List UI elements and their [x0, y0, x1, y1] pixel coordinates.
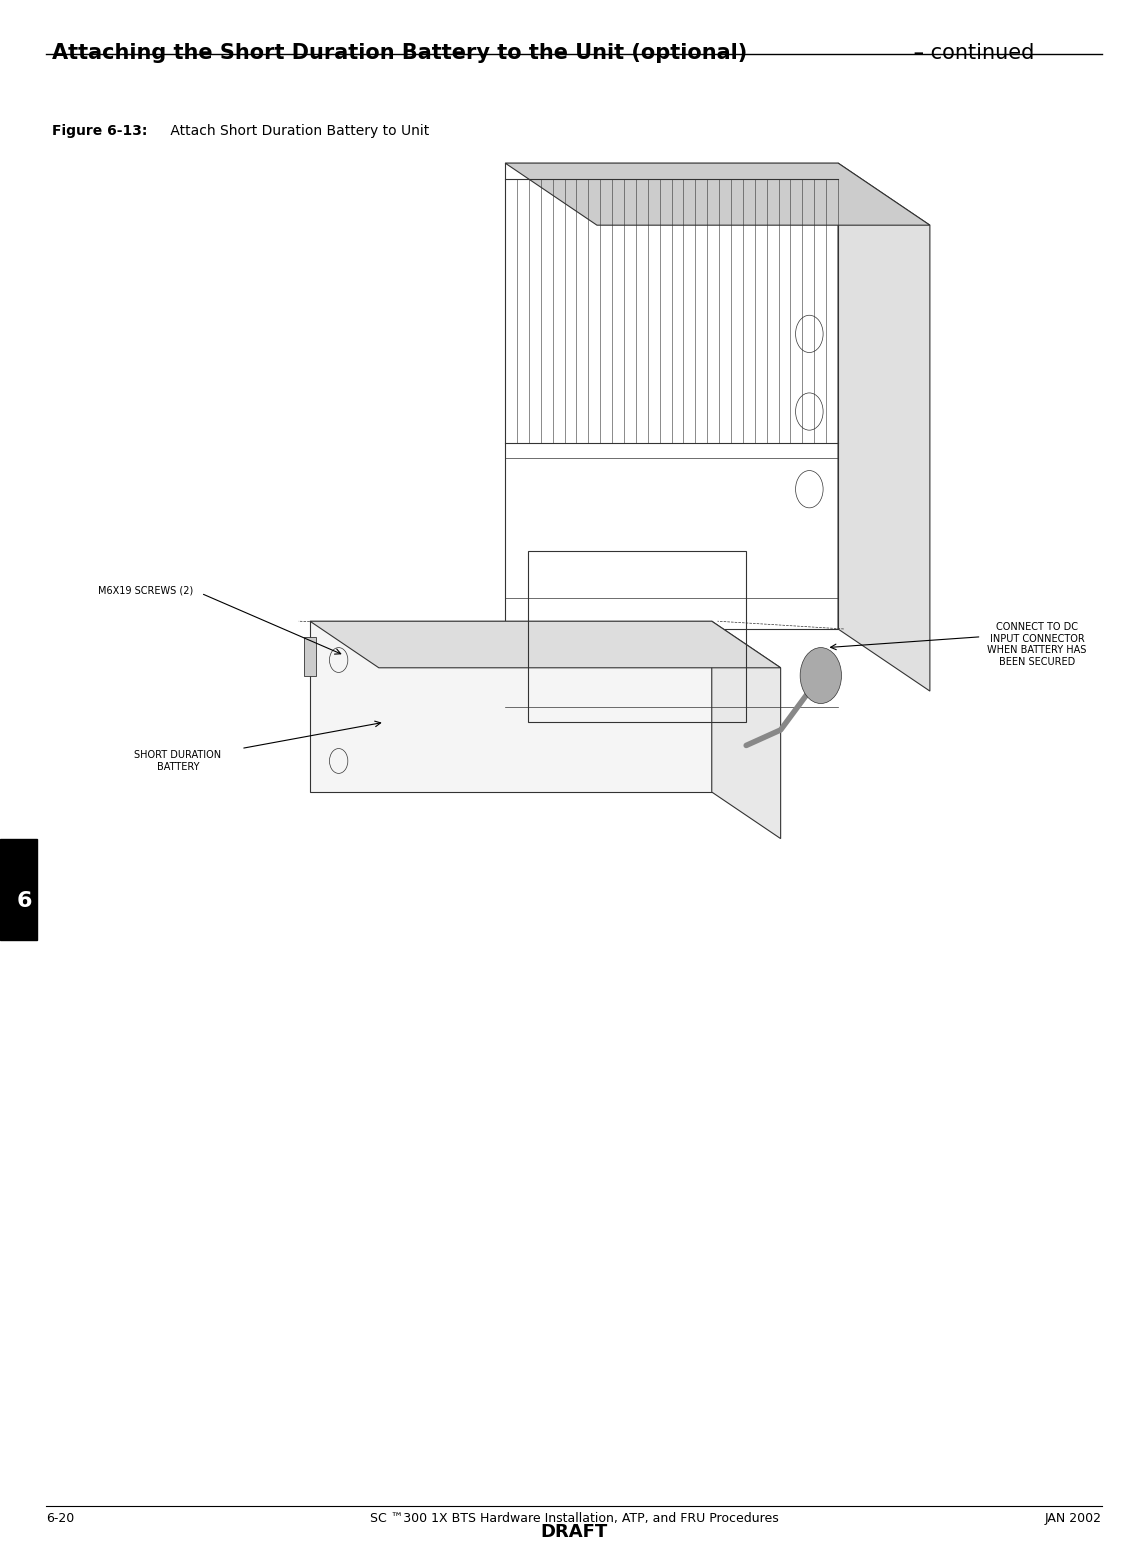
Polygon shape [838, 163, 930, 691]
Circle shape [800, 648, 841, 704]
Text: Figure 6-13:: Figure 6-13: [52, 124, 147, 138]
Text: DRAFT: DRAFT [541, 1522, 607, 1541]
Text: Attach Short Duration Battery to Unit: Attach Short Duration Battery to Unit [166, 124, 429, 138]
Text: Attaching the Short Duration Battery to the Unit (optional): Attaching the Short Duration Battery to … [52, 43, 747, 64]
Text: SHORT DURATION
BATTERY: SHORT DURATION BATTERY [134, 750, 222, 772]
Text: 6-20: 6-20 [46, 1513, 75, 1525]
Text: SC ™300 1X BTS Hardware Installation, ATP, and FRU Procedures: SC ™300 1X BTS Hardware Installation, AT… [370, 1513, 778, 1525]
Polygon shape [505, 163, 930, 225]
Text: – continued: – continued [907, 43, 1034, 64]
Polygon shape [712, 621, 781, 839]
Text: M6X19 SCREWS (2): M6X19 SCREWS (2) [98, 585, 193, 595]
Bar [528, 551, 746, 722]
Polygon shape [304, 637, 316, 676]
Polygon shape [310, 621, 781, 668]
Bar [0, 839, 37, 940]
Text: 6: 6 [16, 891, 32, 910]
Polygon shape [310, 621, 712, 792]
Text: CONNECT TO DC
INPUT CONNECTOR
WHEN BATTERY HAS
BEEN SECURED: CONNECT TO DC INPUT CONNECTOR WHEN BATTE… [987, 623, 1087, 666]
Text: JAN 2002: JAN 2002 [1045, 1513, 1102, 1525]
